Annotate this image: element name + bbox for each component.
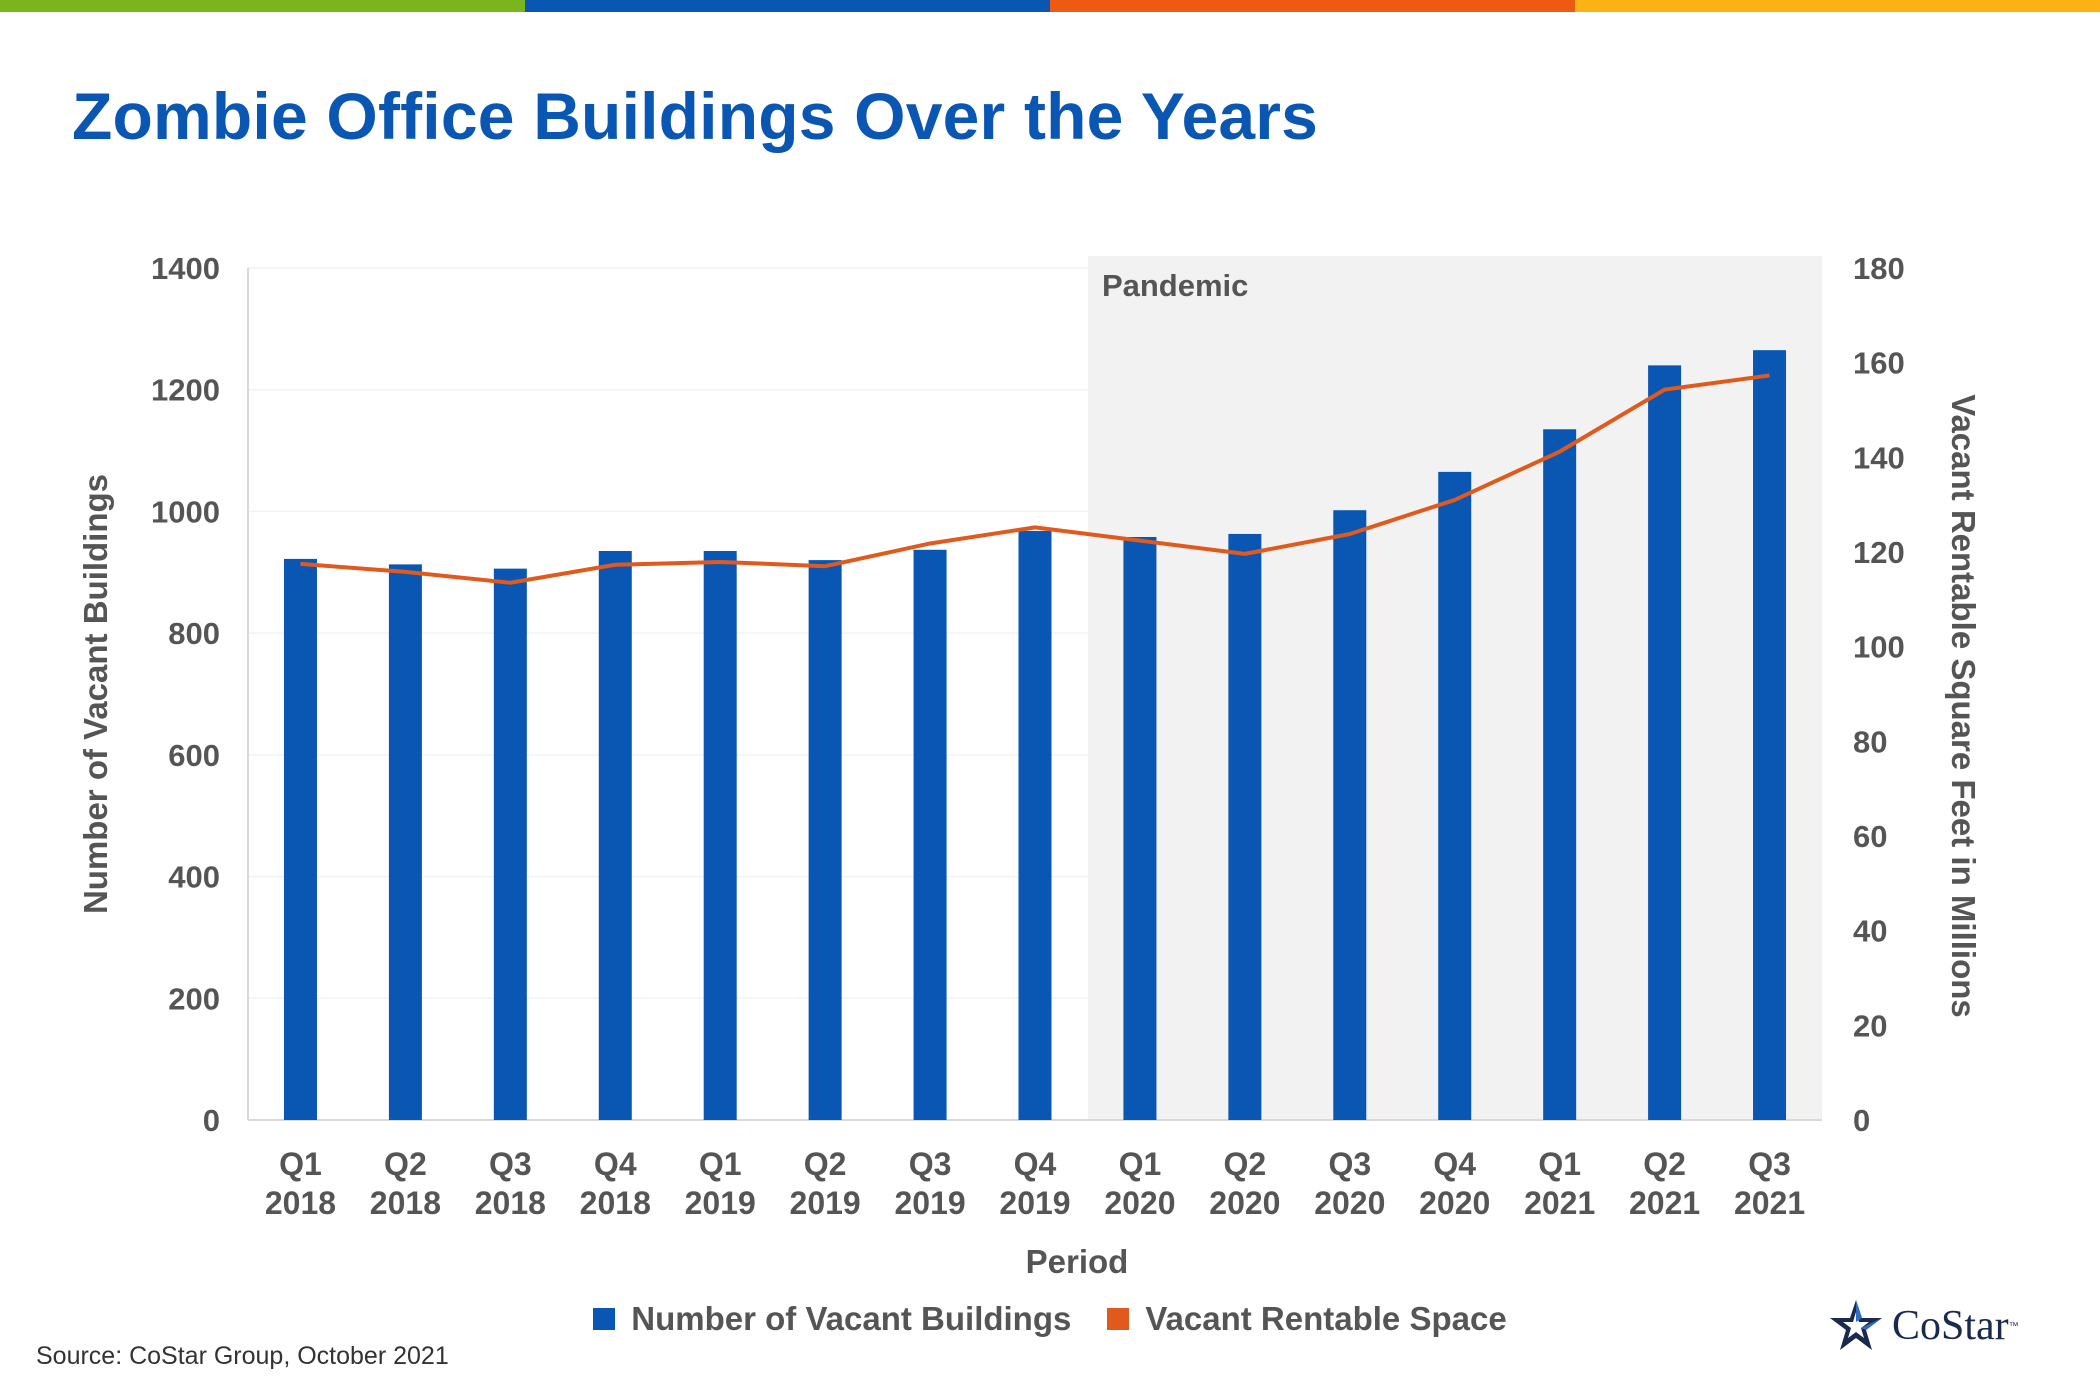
x-tick-label-quarter: Q2 [1643, 1146, 1686, 1182]
y2-tick-label: 100 [1853, 630, 1905, 665]
x-tick-label-year: 2021 [1524, 1185, 1595, 1221]
y-tick-label: 1200 [151, 373, 220, 408]
bar [808, 560, 842, 1120]
y-tick-label: 1000 [151, 494, 220, 529]
x-tick-label-quarter: Q1 [279, 1146, 322, 1182]
x-tick-label-year: 2020 [1314, 1185, 1385, 1221]
y-tick-label: 200 [168, 981, 220, 1016]
y-axis-title: Number of Vacant Buildings [77, 474, 114, 914]
y2-tick-label: 120 [1853, 535, 1905, 570]
top-bar-green [0, 0, 525, 12]
x-tick-label-quarter: Q2 [804, 1146, 847, 1182]
x-tick-label-year: 2021 [1734, 1185, 1805, 1221]
bar [388, 564, 422, 1120]
page-title: Zombie Office Buildings Over the Years [72, 79, 1319, 153]
x-tick-label-quarter: Q3 [1748, 1146, 1791, 1182]
x-tick-label-year: 2019 [685, 1185, 756, 1221]
x-tick-label-year: 2018 [475, 1185, 546, 1221]
x-tick-label-quarter: Q2 [384, 1146, 427, 1182]
x-tick-label-year: 2020 [1104, 1185, 1175, 1221]
bar [1648, 365, 1682, 1120]
x-tick-label-quarter: Q4 [1433, 1146, 1476, 1182]
bar [703, 550, 737, 1120]
x-tick-label-quarter: Q1 [699, 1146, 742, 1182]
y-tick-label: 0 [203, 1103, 220, 1138]
legend-swatch-line [1107, 1308, 1130, 1330]
y-tick-label: 400 [168, 860, 220, 895]
legend-item-space: Vacant Rentable Space [1107, 1300, 1507, 1338]
bar [1228, 533, 1262, 1120]
legend-label-space: Vacant Rentable Space [1145, 1300, 1507, 1337]
logo-text: CoStar [1892, 1303, 2009, 1349]
legend-swatch-bar [593, 1308, 616, 1330]
x-tick-label-year: 2018 [580, 1185, 651, 1221]
y-tick-label: 1400 [151, 251, 220, 286]
costar-star-icon [1830, 1300, 1882, 1350]
y-tick-label: 600 [168, 738, 220, 773]
source-note: Source: CoStar Group, October 2021 [36, 1342, 449, 1370]
x-tick-label-quarter: Q4 [1014, 1146, 1057, 1182]
x-tick-label-quarter: Q3 [489, 1146, 532, 1182]
costar-logo: CoStar ™ [1828, 1298, 2019, 1354]
bar [913, 549, 947, 1120]
bar [1123, 536, 1157, 1120]
y2-tick-label: 80 [1853, 724, 1887, 759]
x-tick-label-year: 2019 [894, 1185, 965, 1221]
x-tick-label-quarter: Q3 [909, 1146, 952, 1182]
x-tick-label-year: 2020 [1209, 1185, 1280, 1221]
y2-tick-label: 180 [1853, 251, 1905, 286]
chart-legend: Number of Vacant Buildings Vacant Rentab… [0, 1300, 2100, 1338]
bar [1438, 471, 1472, 1120]
x-tick-label-quarter: Q3 [1328, 1146, 1371, 1182]
top-bar-orange [1050, 0, 1575, 12]
x-tick-label-quarter: Q4 [594, 1146, 637, 1182]
x-tick-label-quarter: Q2 [1224, 1146, 1267, 1182]
bar [1543, 429, 1577, 1120]
top-color-bar [0, 0, 2100, 12]
legend-item-buildings: Number of Vacant Buildings [593, 1300, 1071, 1338]
bar [493, 568, 527, 1120]
logo-tm: ™ [2008, 1320, 2019, 1332]
legend-label-buildings: Number of Vacant Buildings [631, 1300, 1072, 1337]
x-axis-title: Period [1026, 1243, 1129, 1280]
x-tick-label-year: 2019 [790, 1185, 861, 1221]
x-tick-label-year: 2018 [265, 1185, 336, 1221]
y2-tick-label: 40 [1853, 914, 1887, 949]
bar [1333, 510, 1367, 1120]
x-tick-label-year: 2021 [1629, 1185, 1700, 1221]
y2-tick-label: 140 [1853, 440, 1905, 475]
x-tick-label-year: 2019 [999, 1185, 1070, 1221]
bar [1753, 350, 1787, 1121]
y2-tick-label: 20 [1853, 1008, 1887, 1043]
top-bar-blue [525, 0, 1050, 12]
x-tick-label-quarter: Q1 [1119, 1146, 1162, 1182]
x-tick-label-quarter: Q1 [1538, 1146, 1581, 1182]
y2-tick-label: 160 [1853, 346, 1905, 381]
line-vacant-space [300, 373, 1770, 585]
pandemic-label: Pandemic [1102, 268, 1248, 303]
y-tick-label: 800 [168, 616, 220, 651]
y2-tick-label: 0 [1853, 1103, 1870, 1138]
x-tick-label-year: 2018 [370, 1185, 441, 1221]
bar [283, 558, 317, 1120]
bar [598, 550, 632, 1120]
bar [1018, 530, 1052, 1120]
top-bar-yellow [1575, 0, 2100, 12]
y2-axis-title: Vacant Rentable Square Feet in Millions [1945, 394, 1982, 1018]
x-tick-label-year: 2020 [1419, 1185, 1490, 1221]
y2-tick-label: 60 [1853, 819, 1887, 854]
